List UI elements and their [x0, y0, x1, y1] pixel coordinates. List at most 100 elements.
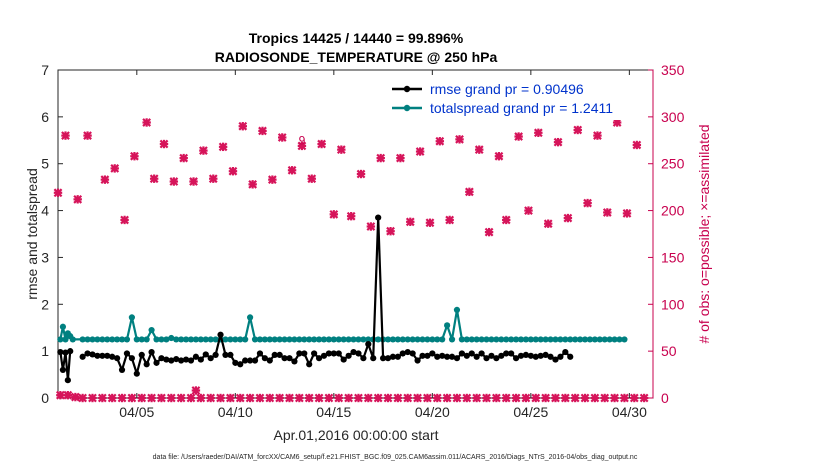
obs-assimilated-marker — [157, 393, 166, 403]
totalspread-point — [567, 336, 574, 343]
totalspread-point — [123, 336, 131, 343]
totalspread-point — [527, 336, 534, 343]
obs-assimilated-marker — [127, 393, 137, 403]
y-right-tick-label: 200 — [661, 203, 685, 219]
obs-assimilated-marker — [511, 393, 521, 403]
totalspread-point — [178, 336, 185, 343]
obs-assimilated-marker — [403, 393, 413, 403]
obs-possible-marker — [248, 179, 258, 189]
y-right-tick-label: 300 — [661, 109, 685, 125]
totalspread-point — [468, 336, 475, 343]
legend-box — [385, 76, 647, 120]
rmse-point — [315, 355, 323, 362]
rmse-point — [483, 355, 490, 362]
obs-annotation: 9 — [299, 133, 306, 147]
obs-possible-marker — [435, 136, 445, 146]
x-tick-label: 04/10 — [218, 404, 253, 420]
rmse-point — [143, 361, 150, 368]
totalspread-point — [89, 336, 96, 343]
obs-assimilated-marker — [590, 393, 600, 403]
totalspread-point — [148, 326, 155, 334]
y-axis-left-label: rmse and totalspread — [24, 168, 40, 300]
totalspread-point — [276, 336, 283, 343]
obs-assimilated-marker — [531, 393, 541, 403]
rmse-point — [508, 350, 515, 357]
rmse-point — [148, 348, 155, 356]
rmse-point — [266, 357, 273, 364]
obs-possible-marker — [366, 222, 376, 231]
y-left-tick-label: 7 — [41, 62, 49, 78]
obs-assimilated-marker — [629, 393, 639, 403]
totalspread-point — [168, 334, 175, 342]
obs-assimilated-marker — [560, 393, 570, 403]
rmse-point — [355, 350, 362, 357]
obs-assimilated-marker — [442, 393, 452, 403]
obs-possible-marker — [415, 147, 425, 156]
obs-assimilated-marker — [383, 393, 393, 403]
totalspread-point — [458, 336, 465, 343]
rmse-point — [153, 359, 160, 366]
obs-possible-marker — [83, 131, 92, 140]
legend-spread-marker — [403, 104, 411, 112]
rmse-point — [227, 351, 234, 358]
y-left-tick-label: 0 — [41, 390, 49, 406]
obs-assimilated-marker — [600, 393, 610, 403]
totalspread-point — [311, 336, 318, 343]
obs-possible-marker — [189, 177, 198, 186]
totalspread-point — [202, 336, 209, 343]
obs-assimilated-marker — [137, 393, 147, 403]
totalspread-point — [79, 336, 86, 343]
rmse-point — [365, 341, 372, 348]
y-left-tick-label: 5 — [41, 156, 49, 172]
legend-rmse-marker — [403, 85, 411, 93]
rmse-point — [99, 352, 106, 359]
obs-assimilated-marker — [452, 393, 462, 403]
obs-assimilated-marker — [304, 393, 314, 403]
rmse-point — [512, 355, 520, 362]
obs-assimilated-marker — [147, 393, 156, 403]
rmse-point — [379, 355, 387, 362]
obs-assimilated-marker — [216, 393, 225, 403]
totalspread-point — [365, 336, 372, 343]
rmse-point — [84, 350, 91, 357]
obs-possible-marker — [632, 140, 642, 150]
totalspread-point — [355, 336, 362, 343]
chart-title-line2: RADIOSONDE_TEMPERATURE @ 250 hPa — [215, 49, 498, 65]
rmse-point — [439, 352, 446, 359]
rmse-point — [399, 350, 406, 357]
totalspread-point — [522, 336, 530, 343]
obs-assimilated-marker — [472, 393, 482, 403]
obs-assimilated-marker — [580, 393, 590, 403]
totalspread-point — [242, 336, 249, 343]
rmse-point — [468, 350, 475, 357]
rmse-point — [306, 361, 313, 368]
obs-assimilated-marker — [63, 390, 73, 400]
rmse-point — [207, 355, 214, 362]
obs-possible-marker — [563, 213, 573, 223]
obs-possible-marker — [533, 128, 543, 138]
obs-possible-marker — [179, 153, 189, 163]
totalspread-point — [286, 336, 293, 343]
totalspread-point — [256, 336, 264, 343]
rmse-point — [453, 355, 461, 362]
obs-possible-marker — [199, 146, 208, 155]
rmse-point — [57, 348, 64, 356]
obs-possible-marker — [514, 132, 524, 141]
obs-possible-marker — [524, 206, 533, 215]
rmse-point — [291, 358, 298, 365]
totalspread-point — [59, 323, 67, 330]
obs-assimilated-marker — [97, 393, 107, 403]
obs-possible-marker — [130, 151, 139, 161]
totalspread-point — [232, 336, 239, 343]
chart-title-line1: Tropics 14425 / 14440 = 99.896% — [249, 30, 464, 46]
totalspread-point — [325, 336, 333, 343]
totalspread-point — [493, 336, 500, 343]
obs-assimilated-marker — [206, 393, 216, 403]
totalspread-point — [616, 336, 623, 343]
totalspread-point — [404, 336, 411, 343]
rmse-point — [133, 370, 140, 377]
totalspread-point — [444, 322, 451, 329]
totalspread-point — [557, 336, 564, 343]
rmse-point — [128, 355, 135, 362]
